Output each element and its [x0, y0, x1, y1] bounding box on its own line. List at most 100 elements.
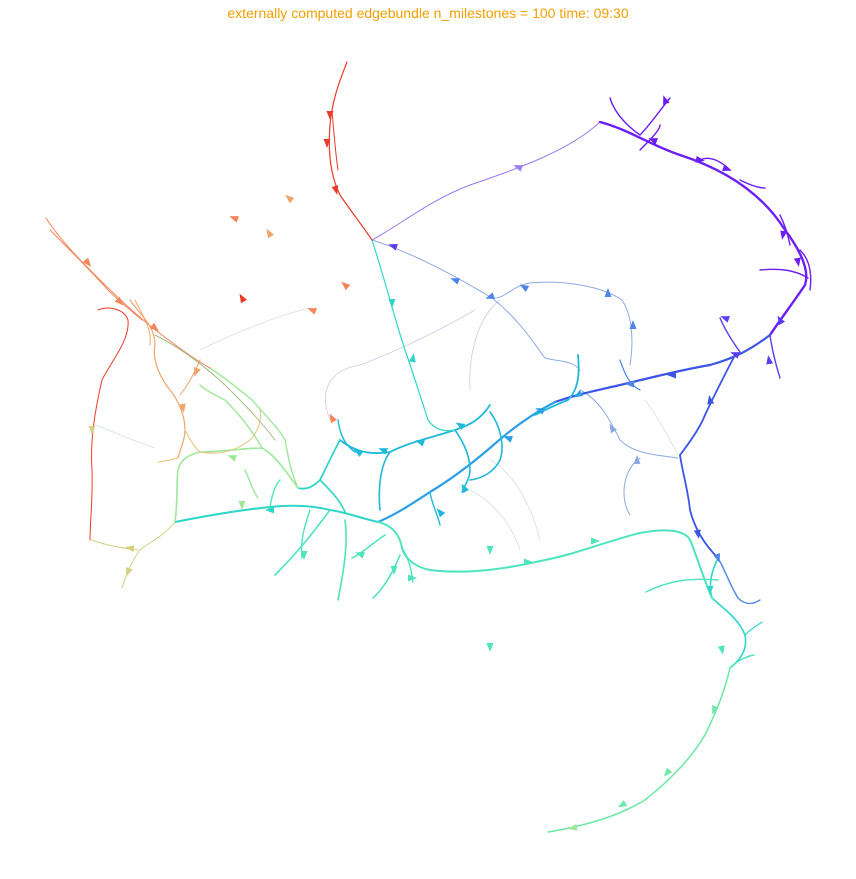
arrowhead — [695, 155, 705, 163]
arrowhead — [388, 244, 398, 251]
bundled-edge — [184, 409, 261, 454]
bundled-edge — [729, 654, 755, 669]
arrowhead — [178, 403, 186, 413]
bundled-edge — [339, 404, 491, 454]
bundled-edge — [121, 521, 176, 589]
arrowhead — [713, 553, 720, 563]
arrowhead — [390, 566, 398, 575]
bundled-edge — [376, 400, 557, 524]
arrowhead — [485, 292, 495, 299]
arrowhead — [663, 95, 670, 105]
arrowhead — [378, 448, 388, 455]
arrowhead — [331, 185, 339, 195]
arrowhead — [300, 551, 308, 560]
arrowhead — [633, 455, 641, 464]
bundled-edge — [154, 334, 276, 441]
bundled-edge — [372, 554, 401, 599]
bundled-edge — [134, 299, 151, 346]
arrowhead — [355, 552, 365, 559]
arrowhead — [625, 380, 634, 388]
bundled-edge — [717, 557, 761, 605]
arrowhead — [503, 436, 513, 443]
bundled-edge — [378, 451, 391, 511]
bundled-edge — [157, 457, 179, 463]
edge-arrowheads — [82, 95, 801, 831]
bundled-edge — [709, 557, 747, 669]
arrowhead — [88, 426, 96, 435]
bundled-edge — [779, 214, 791, 246]
arrowhead — [777, 315, 786, 326]
arrowhead — [519, 284, 530, 293]
arrowhead — [707, 395, 715, 405]
arrowhead — [408, 574, 417, 582]
arrowhead — [126, 567, 133, 577]
arrowhead — [591, 537, 600, 545]
bundled-edge — [454, 429, 471, 493]
arrowhead — [436, 508, 446, 518]
bundled-edge — [351, 534, 386, 559]
bundled-edge — [469, 489, 521, 551]
arrowhead — [227, 455, 237, 462]
arrowhead — [149, 322, 159, 332]
bundled-edge — [269, 479, 281, 508]
bundled-edge — [174, 504, 379, 523]
bundled-edge — [371, 121, 601, 241]
bundled-edge — [579, 389, 679, 459]
arrowhead — [239, 293, 248, 304]
arrowhead — [341, 281, 351, 291]
bundled-edge — [89, 307, 129, 541]
bundled-edge — [645, 578, 719, 593]
arrowhead — [766, 355, 774, 365]
bundled-edge — [244, 469, 259, 499]
bundled-edge — [799, 249, 812, 291]
bundled-edge — [94, 424, 156, 449]
bundled-edge — [744, 621, 763, 636]
bundled-edge — [325, 309, 476, 421]
arrowhead — [323, 139, 331, 148]
bundled-edge — [553, 333, 772, 404]
arrowhead — [329, 413, 338, 424]
arrowhead — [450, 278, 460, 285]
arrowhead — [609, 423, 618, 434]
arrowhead — [408, 353, 416, 363]
periwinkle-edges — [371, 121, 679, 516]
arrowhead — [125, 545, 135, 553]
arrowhead — [114, 296, 124, 306]
bundled-edge — [719, 317, 741, 353]
arrowhead — [266, 228, 275, 239]
bundled-edge — [491, 297, 581, 371]
bundled-edge — [377, 521, 713, 599]
arrowhead — [486, 643, 494, 652]
bundled-edge — [769, 334, 781, 379]
arrowhead — [513, 165, 523, 172]
arrowhead — [722, 164, 732, 171]
bundled-edge — [469, 299, 501, 391]
arrowhead — [629, 320, 637, 329]
arrowhead — [524, 558, 533, 566]
arrowhead — [568, 823, 578, 831]
arrowhead — [535, 408, 545, 415]
bundled-edge — [547, 667, 731, 833]
bundled-edge — [401, 547, 414, 583]
arrowhead — [663, 767, 673, 777]
bundled-edge — [371, 239, 633, 366]
arrowhead — [229, 216, 239, 223]
bundled-edge — [598, 120, 808, 337]
bundled-edge — [759, 268, 809, 279]
arrowhead — [573, 389, 584, 398]
arrowhead — [720, 316, 730, 323]
bundled-edge — [274, 509, 331, 576]
bundled-edge — [331, 111, 339, 171]
teal-edges — [174, 239, 763, 669]
arrowhead — [604, 288, 612, 297]
arrowhead — [455, 422, 466, 431]
bundled-edge — [129, 299, 186, 459]
bundled-edge — [609, 97, 671, 136]
arrowhead — [285, 194, 295, 204]
arrowhead — [617, 799, 628, 808]
warm-edges — [45, 61, 373, 589]
arrowhead — [461, 483, 470, 494]
arrowhead — [648, 138, 658, 145]
bundled-edge — [319, 479, 346, 513]
